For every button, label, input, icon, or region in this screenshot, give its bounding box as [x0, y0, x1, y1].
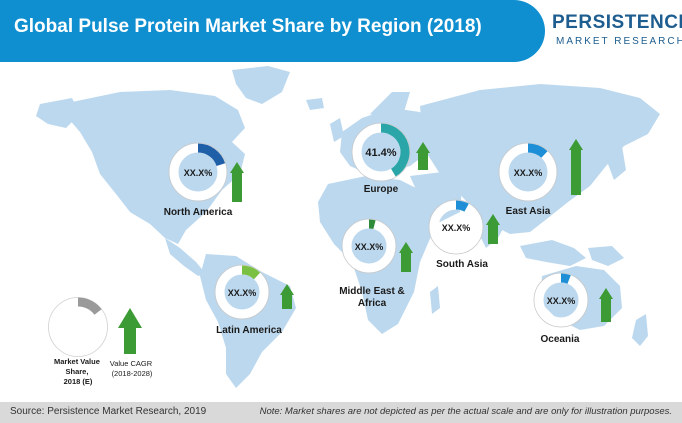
logo-wordmark: PERSISTENCE	[552, 12, 682, 33]
region-middle-east-africa: XX.X% Middle East & Africa	[339, 218, 413, 309]
cagr-arrow	[569, 139, 583, 195]
legend-cagr-arrow	[118, 308, 142, 354]
legend: Market Value Share, 2018 (E) Value CAGR …	[48, 297, 154, 386]
cagr-arrow	[599, 288, 613, 322]
cagr-arrow	[399, 242, 413, 272]
share-arc	[380, 123, 410, 177]
chart-title: Global Pulse Protein Market Share by Reg…	[14, 16, 482, 37]
legend-share-label-1: Market Value	[54, 357, 100, 366]
share-value-label: 41.4%	[365, 147, 396, 159]
legend-cagr-label-1: Value CAGR	[110, 359, 153, 368]
share-arc	[241, 265, 261, 280]
share-arc	[368, 219, 376, 230]
share-arc	[455, 200, 469, 212]
footer-bar: Source: Persistence Market Research, 201…	[0, 402, 682, 423]
legend-share-label-2: Share,	[65, 367, 88, 376]
region-latin-america: XX.X% Latin America	[214, 264, 294, 336]
share-value-label: XX.X%	[547, 296, 576, 306]
region-label: Oceania	[541, 334, 580, 345]
region-oceania: XX.X% Oceania	[533, 272, 613, 345]
svg-text:Market Value Share,: Market Value Share, 2018 (E)	[54, 357, 102, 386]
cagr-arrow	[486, 214, 500, 244]
legend-cagr-label-2: (2018-2028)	[112, 369, 153, 378]
ring-outline	[341, 218, 397, 274]
share-arc	[527, 143, 548, 158]
region-label: East Asia	[506, 206, 551, 217]
persistence-logo: PERSISTENCE MARKET RESEARCH	[552, 12, 682, 58]
region-label: Latin America	[216, 325, 282, 336]
region-label: South Asia	[436, 259, 488, 270]
world-map	[36, 66, 660, 388]
region-label: Europe	[364, 184, 399, 195]
ring-outline	[498, 142, 558, 202]
share-value-label: XX.X%	[355, 242, 384, 252]
logo-tagline: MARKET RESEARCH	[556, 36, 682, 47]
cagr-arrow	[416, 142, 430, 170]
cagr-arrow	[230, 162, 244, 202]
ring-outline	[214, 264, 270, 320]
ring-outline	[428, 199, 484, 255]
share-value-label: XX.X%	[514, 168, 543, 178]
regions-layer: XX.X% North America 41.4% Europe XX.X% East A…	[164, 122, 613, 345]
legend-share-arc	[77, 297, 102, 315]
ring-outline	[533, 272, 589, 328]
ring-outline	[351, 122, 411, 182]
share-arc	[197, 143, 226, 167]
region-label: Middle East & Africa	[339, 286, 405, 309]
region-east-asia: XX.X% East Asia	[498, 139, 583, 217]
region-north-america: XX.X% North America	[164, 142, 244, 218]
share-arc	[560, 273, 571, 284]
title-banner: Global Pulse Protein Market Share by Reg…	[0, 0, 545, 62]
world-map-chart: XX.X% North America 41.4% Europe XX.X% East A…	[36, 66, 660, 388]
cagr-arrow	[280, 284, 294, 309]
ring-outline	[168, 142, 228, 202]
share-value-label: XX.X%	[442, 223, 471, 233]
share-value-label: XX.X%	[184, 168, 213, 178]
region-south-asia: XX.X% South Asia	[428, 199, 500, 270]
region-label: North America	[164, 207, 233, 218]
source-note: Source: Persistence Market Research, 201…	[10, 406, 207, 417]
svg-text:Value CAGR (2018-2028): Value CAGR (2018-2028)	[110, 359, 154, 378]
region-europe: 41.4% Europe	[351, 122, 430, 195]
share-value-label: XX.X%	[228, 288, 257, 298]
scale-note: Note: Market shares are not depicted as …	[259, 406, 672, 417]
legend-share-label-3: 2018 (E)	[64, 377, 93, 386]
